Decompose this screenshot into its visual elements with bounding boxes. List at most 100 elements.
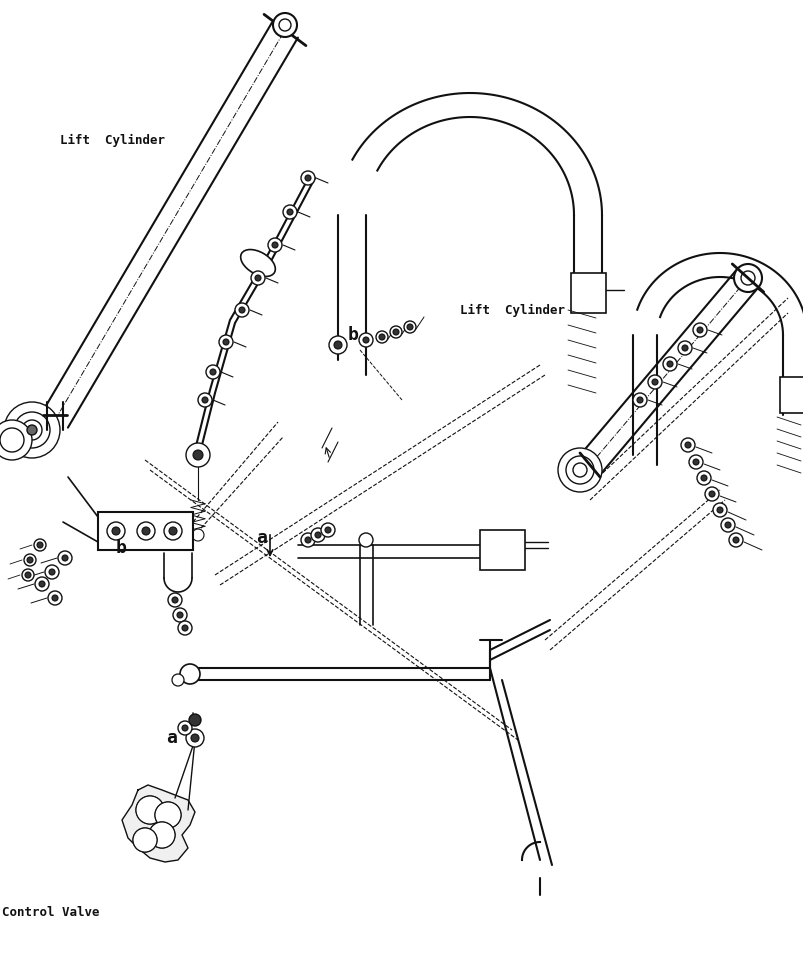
Circle shape (181, 625, 188, 631)
Circle shape (185, 729, 204, 747)
Circle shape (376, 331, 388, 343)
Circle shape (573, 463, 586, 477)
Circle shape (700, 475, 706, 481)
Circle shape (234, 303, 249, 317)
Circle shape (181, 725, 188, 731)
Circle shape (164, 522, 181, 540)
Circle shape (142, 527, 150, 535)
Circle shape (198, 393, 212, 407)
Circle shape (0, 420, 32, 460)
Circle shape (173, 608, 187, 622)
Circle shape (180, 664, 200, 684)
Circle shape (636, 397, 642, 403)
Text: b: b (348, 326, 358, 344)
Circle shape (680, 438, 694, 452)
Circle shape (172, 597, 177, 603)
Circle shape (304, 175, 311, 181)
Circle shape (315, 532, 320, 538)
Circle shape (565, 456, 593, 484)
Circle shape (58, 551, 72, 565)
Circle shape (647, 375, 661, 389)
Circle shape (27, 557, 33, 563)
Circle shape (25, 572, 31, 578)
Circle shape (155, 802, 181, 828)
Circle shape (22, 420, 42, 440)
Text: b: b (116, 539, 127, 557)
Circle shape (206, 365, 220, 379)
Circle shape (692, 459, 698, 465)
Circle shape (279, 19, 291, 31)
Circle shape (287, 209, 292, 215)
Circle shape (202, 397, 208, 403)
Circle shape (112, 527, 120, 535)
Circle shape (251, 271, 265, 285)
Circle shape (222, 339, 229, 345)
Circle shape (177, 621, 192, 635)
Circle shape (708, 491, 714, 497)
Circle shape (136, 796, 164, 824)
Circle shape (137, 522, 155, 540)
Circle shape (720, 518, 734, 532)
Circle shape (651, 379, 657, 385)
Circle shape (169, 527, 177, 535)
Circle shape (35, 577, 49, 591)
Circle shape (728, 533, 742, 547)
Circle shape (172, 674, 184, 686)
Circle shape (688, 455, 702, 469)
Circle shape (677, 341, 691, 355)
Circle shape (185, 443, 210, 467)
Circle shape (132, 828, 157, 852)
Circle shape (304, 537, 311, 543)
Circle shape (406, 324, 413, 330)
Circle shape (177, 721, 192, 735)
Circle shape (191, 734, 199, 742)
Circle shape (362, 337, 369, 343)
Circle shape (107, 522, 124, 540)
Circle shape (34, 539, 46, 551)
Text: Lift  Cylinder: Lift Cylinder (60, 133, 165, 146)
Circle shape (359, 333, 373, 347)
Text: Control Valve: Control Valve (2, 905, 100, 919)
Circle shape (662, 357, 676, 371)
Circle shape (210, 369, 216, 375)
Circle shape (27, 425, 37, 435)
Circle shape (632, 393, 646, 407)
Polygon shape (122, 785, 195, 862)
Circle shape (45, 565, 59, 579)
Circle shape (271, 242, 278, 248)
Bar (570, 273, 605, 313)
Circle shape (14, 412, 50, 448)
Circle shape (359, 533, 373, 547)
Circle shape (189, 714, 201, 726)
Circle shape (311, 528, 324, 542)
Circle shape (393, 329, 398, 335)
Circle shape (740, 271, 754, 285)
Circle shape (666, 361, 672, 367)
Circle shape (324, 527, 331, 533)
Circle shape (218, 335, 233, 349)
Circle shape (49, 569, 55, 575)
Circle shape (22, 569, 34, 581)
Circle shape (255, 275, 261, 281)
Ellipse shape (240, 250, 275, 277)
Circle shape (732, 537, 738, 543)
Circle shape (696, 327, 702, 333)
Circle shape (62, 555, 68, 561)
Circle shape (724, 522, 730, 528)
Circle shape (48, 591, 62, 605)
Text: a: a (165, 729, 177, 747)
Circle shape (168, 593, 181, 607)
Circle shape (155, 802, 181, 828)
Circle shape (192, 529, 204, 541)
Circle shape (52, 595, 58, 601)
Circle shape (557, 448, 601, 492)
Circle shape (149, 822, 175, 848)
Bar (98, 512, 193, 550)
Circle shape (389, 326, 402, 338)
Circle shape (716, 507, 722, 513)
Circle shape (333, 341, 341, 349)
Text: Lift  Cylinder: Lift Cylinder (459, 303, 565, 317)
Circle shape (320, 523, 335, 537)
Circle shape (684, 442, 690, 448)
Circle shape (4, 402, 60, 458)
